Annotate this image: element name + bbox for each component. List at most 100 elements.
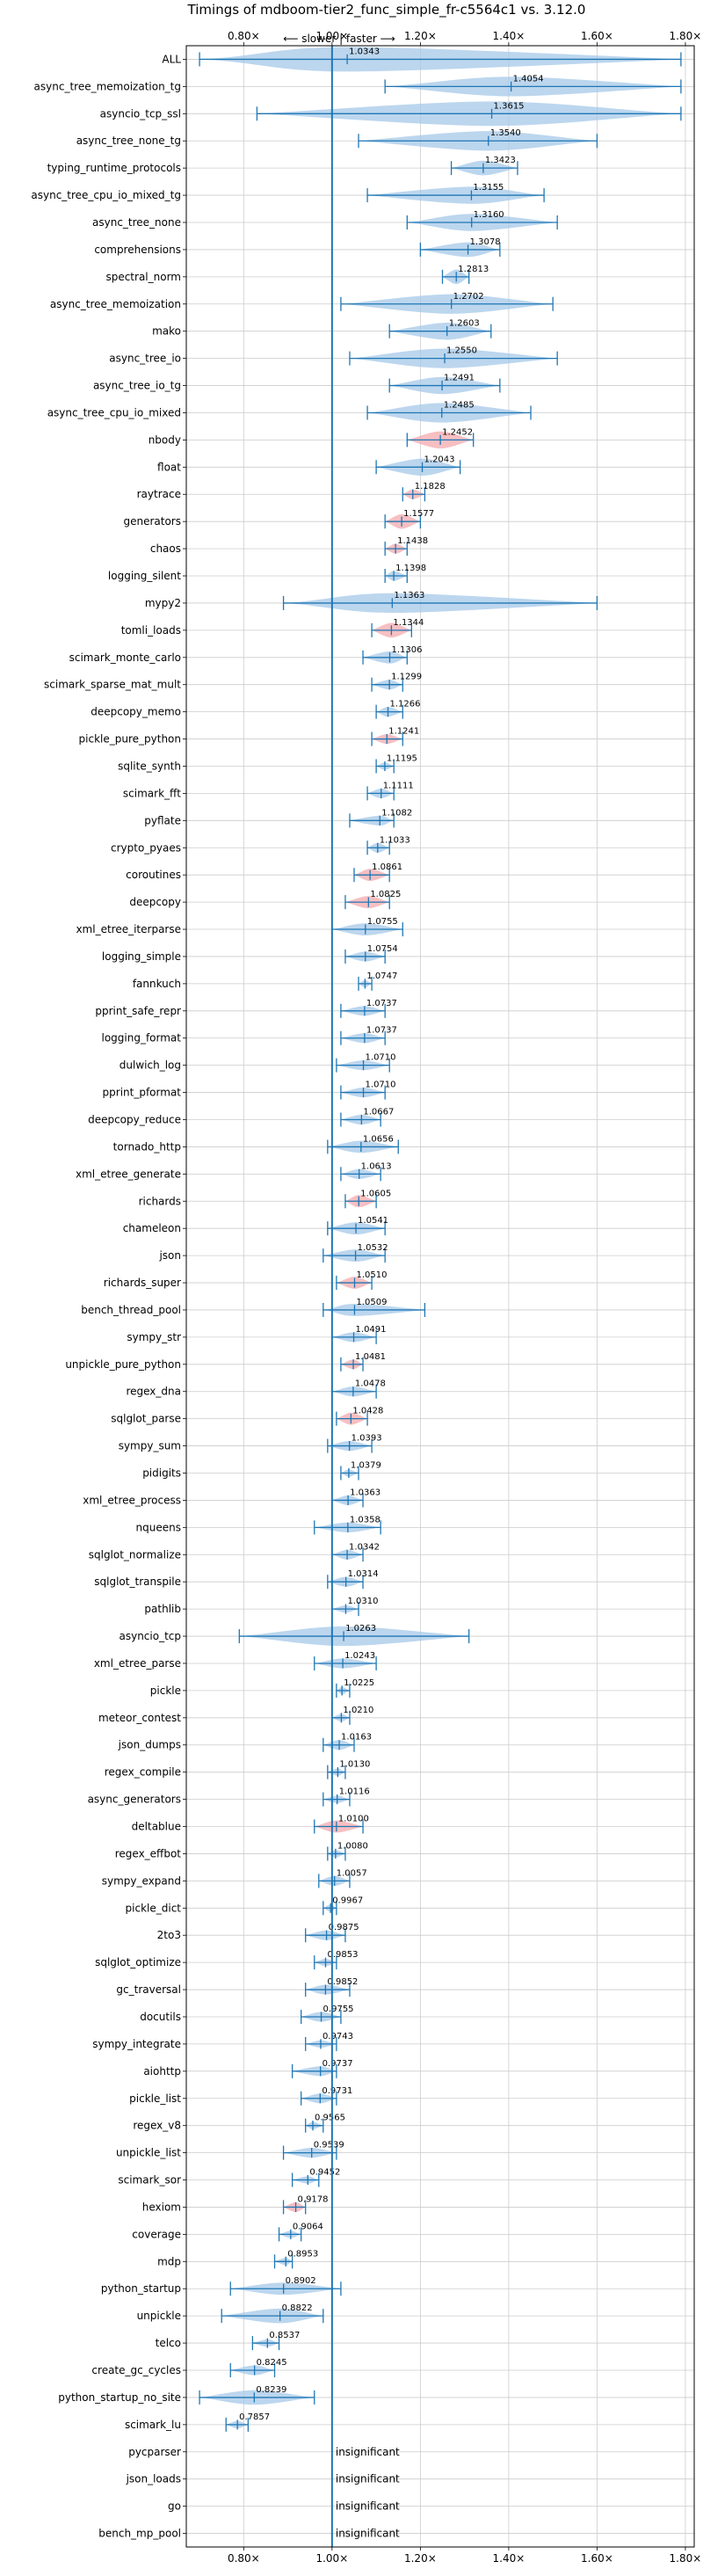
benchmark-label: generators (123, 515, 181, 528)
value-label: 0.8953 (287, 2249, 318, 2259)
value-label: 1.0358 (350, 1515, 380, 1524)
x-tick-label-bottom: 0.80× (228, 2552, 260, 2565)
value-label: 1.0393 (352, 1434, 382, 1444)
x-tick-label-bottom: 1.20× (404, 2552, 437, 2565)
value-label: 1.2603 (449, 319, 480, 329)
benchmark-label: chaos (150, 542, 181, 555)
insignificant-label: insignificant (336, 2473, 400, 2485)
x-tick-label-top: 1.80× (670, 30, 702, 42)
benchmark-label: unpickle (137, 2310, 181, 2322)
x-tick-label-top: 1.20× (404, 30, 437, 42)
benchmark-label: scimark_fft (123, 787, 181, 799)
value-label: 1.0343 (349, 47, 380, 56)
benchmark-label: regex_compile (105, 1766, 181, 1779)
benchmark-label: mako (152, 325, 181, 338)
benchmark-label: json_dumps (118, 1739, 181, 1751)
value-label: 1.0613 (361, 1161, 392, 1171)
value-label: 0.9064 (293, 2222, 323, 2231)
x-tick-label-top: 1.60× (581, 30, 613, 42)
value-label: 1.0509 (356, 1298, 387, 1307)
benchmark-label: unpickle_list (116, 2147, 181, 2159)
benchmark-label: dulwich_log (120, 1059, 181, 1072)
benchmark-label: mdp (157, 2255, 181, 2267)
value-label: 1.2702 (453, 292, 484, 302)
value-label: 1.0605 (360, 1189, 391, 1198)
benchmark-label: regex_v8 (133, 2120, 181, 2132)
value-label: 1.1828 (415, 482, 446, 491)
value-label: 1.0710 (366, 1053, 396, 1063)
benchmark-label: bench_mp_pool (98, 2528, 181, 2540)
value-label: 1.1438 (397, 536, 428, 546)
value-label: 1.0510 (356, 1270, 387, 1280)
benchmark-label: hexiom (142, 2201, 181, 2213)
benchmark-label: logging_format (101, 1032, 181, 1044)
chart-title: Timings of mdboom-tier2_func_simple_fr-c… (187, 2, 586, 18)
value-label: 0.9178 (298, 2194, 329, 2204)
benchmark-label: async_generators (88, 1794, 181, 1806)
x-tick-label-top: 0.80× (228, 30, 260, 42)
value-label: 1.2485 (444, 400, 475, 410)
value-label: 1.0481 (355, 1352, 386, 1362)
x-tick-label-bottom: 1.60× (581, 2552, 613, 2565)
x-tick-label-top: 1.40× (493, 30, 525, 42)
benchmark-label: pycparser (128, 2446, 181, 2458)
insignificant-label: insignificant (336, 2528, 400, 2540)
value-label: 1.2813 (458, 265, 489, 274)
value-label: 1.0861 (372, 862, 402, 872)
benchmark-label: xml_etree_parse (94, 1657, 181, 1670)
value-label: 0.9737 (323, 2059, 353, 2069)
benchmark-label: scimark_sparse_mat_mult (44, 679, 181, 691)
value-label: 1.1033 (380, 835, 410, 845)
value-label: 0.9565 (315, 2114, 345, 2123)
benchmark-label: deepcopy_memo (91, 706, 181, 718)
value-label: 0.9755 (323, 2005, 354, 2014)
benchmark-label: scimark_lu (125, 2419, 181, 2431)
value-label: 1.0100 (338, 1815, 369, 1824)
value-label: 1.0656 (363, 1134, 394, 1144)
value-label: 1.0491 (356, 1325, 387, 1335)
benchmark-label: async_tree_none_tg (76, 135, 181, 147)
value-label: 1.1241 (388, 727, 419, 737)
benchmark-label: xml_etree_process (83, 1494, 181, 1506)
benchmark-label: python_startup (101, 2282, 181, 2295)
benchmark-label: pickle_pure_python (79, 733, 181, 746)
value-label: 1.0754 (367, 944, 398, 954)
benchmark-label: nbody (149, 433, 181, 446)
benchmark-label: float (157, 461, 181, 473)
benchmark-label: bench_thread_pool (81, 1304, 181, 1316)
benchmark-label: xml_etree_generate (76, 1168, 181, 1180)
benchmark-label: fannkuch (133, 978, 181, 990)
value-label: 0.9731 (322, 2086, 352, 2096)
benchmark-label: sqlglot_normalize (89, 1548, 181, 1561)
benchmark-label: async_tree_io_tg (93, 380, 181, 392)
benchmark-label: logging_simple (102, 950, 181, 963)
benchmark-label: sympy_str (127, 1331, 181, 1343)
insignificant-label: insignificant (336, 2446, 400, 2458)
value-label: 1.0755 (367, 917, 398, 927)
benchmark-label: pickle (150, 1685, 181, 1697)
value-label: 1.0080 (337, 1841, 368, 1851)
x-tick-label-bottom: 1.00× (315, 2552, 348, 2565)
value-label: 1.0363 (350, 1488, 380, 1497)
value-label: 0.9452 (309, 2168, 340, 2178)
value-label: 1.0379 (351, 1461, 381, 1471)
benchmark-label: gc_traversal (116, 1983, 181, 1996)
x-tick-label-top: 1.00× (315, 30, 348, 42)
benchmark-label: typing_runtime_protocols (47, 162, 181, 174)
value-label: 1.3615 (494, 101, 525, 111)
benchmark-label: xml_etree_iterparse (76, 923, 181, 935)
value-label: 1.1577 (403, 509, 434, 519)
value-label: 0.9967 (332, 1896, 363, 1905)
benchmark-labels: ALL async_tree_memoization_tg asyncio_tcp_… (31, 53, 186, 2540)
benchmark-label: comprehensions (94, 244, 181, 256)
benchmark-label: meteor_contest (98, 1712, 181, 1724)
value-label: 1.0225 (344, 1678, 374, 1688)
benchmark-label: deepcopy_reduce (88, 1113, 181, 1125)
value-label: 1.0342 (349, 1542, 380, 1552)
benchmark-label: async_tree_io (109, 353, 181, 365)
benchmark-label: spectral_norm (105, 271, 181, 283)
benchmark-label: async_tree_none (92, 216, 181, 229)
value-label: 1.4054 (513, 74, 544, 84)
value-label: 1.0541 (358, 1216, 388, 1226)
